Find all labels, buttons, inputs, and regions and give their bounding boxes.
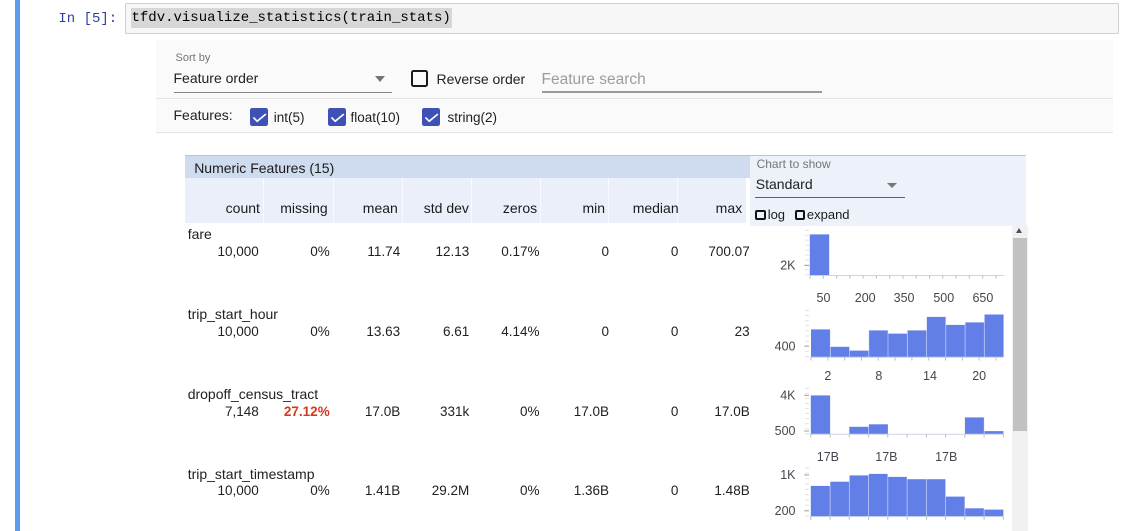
svg-text:20: 20 <box>972 369 986 383</box>
svg-text:1K: 1K <box>780 468 796 482</box>
svg-text:400: 400 <box>775 339 796 353</box>
svg-text:500: 500 <box>775 424 796 438</box>
svg-text:14: 14 <box>923 369 937 383</box>
svg-text:200: 200 <box>855 291 876 305</box>
svg-text:2K: 2K <box>780 259 796 273</box>
svg-text:2: 2 <box>824 369 831 383</box>
svg-text:650: 650 <box>972 291 993 305</box>
svg-text:500: 500 <box>933 291 954 305</box>
svg-text:17B: 17B <box>875 450 897 464</box>
svg-text:50: 50 <box>817 291 831 305</box>
svg-text:200: 200 <box>775 504 796 518</box>
svg-text:17B: 17B <box>935 450 957 464</box>
svg-text:350: 350 <box>894 291 915 305</box>
svg-text:4K: 4K <box>780 389 796 403</box>
svg-text:8: 8 <box>875 369 882 383</box>
svg-text:17B: 17B <box>817 450 839 464</box>
